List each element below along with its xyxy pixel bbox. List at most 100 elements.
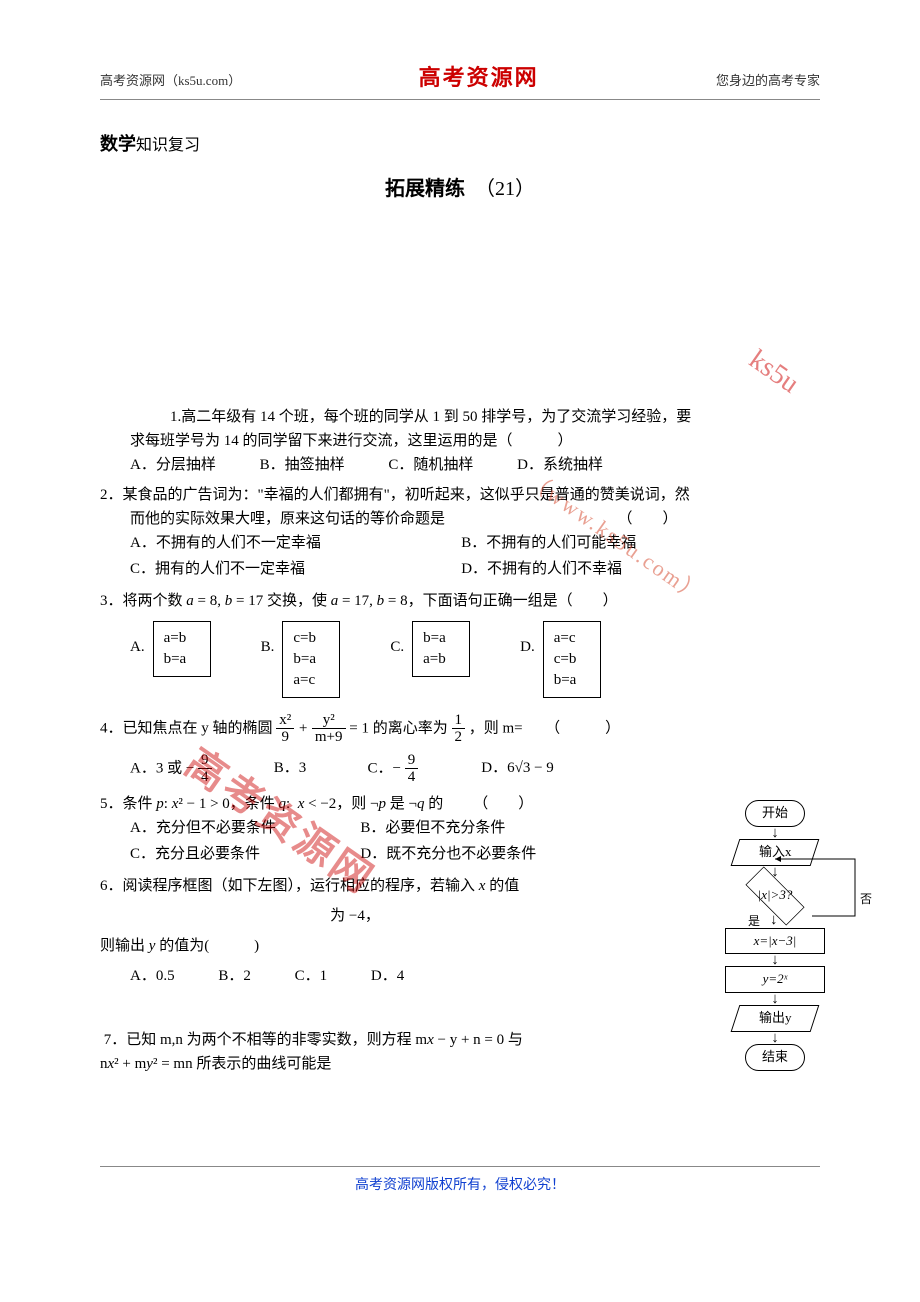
- codeline: a=c: [554, 628, 590, 649]
- fc-start: 开始: [745, 800, 805, 827]
- question-3: 3．将两个数 a = 8, b = 17 交换，使 a = 17, b = 8，…: [100, 589, 820, 698]
- codeline: b=a: [164, 649, 200, 670]
- q3-text: 3．将两个数 a = 8, b = 17 交换，使 a = 17, b = 8，…: [100, 589, 820, 613]
- title-bold: 拓展精练: [385, 178, 465, 200]
- q3-opt-b: B. c=bb=aa=c: [261, 621, 341, 698]
- q5-opt-b: B．必要但不充分条件: [360, 816, 590, 840]
- fc-decision: |x|>3?: [735, 878, 815, 914]
- q2-line2: 而他的实际效果大哩，原来这句话的等价命题是 （ ）: [100, 507, 820, 531]
- fc-input: 输入x: [731, 839, 820, 866]
- fc-proc1: x=|x−3|: [725, 928, 825, 955]
- q6-opt-a: A．0.5: [130, 964, 175, 988]
- title-number: （21）: [475, 178, 535, 200]
- question-4: 4．已知焦点在 y 轴的椭圆 x²9 + y²m+9 = 1 的离心率为 12 …: [100, 712, 820, 786]
- flowchart: 开始 ↓ 输入x ↓ |x|>3? 是 否 ↓ x=|x−3| ↓ y=2ˣ ↓…: [690, 800, 860, 1071]
- q4-frac2: y²m+9: [312, 712, 346, 746]
- q1-opt-b: B．抽签抽样: [260, 453, 345, 477]
- q4-opt-a: A．3 或 − 94: [130, 752, 270, 786]
- page-footer: 高考资源网版权所有，侵权必究！: [100, 1166, 820, 1197]
- codeline: c=b: [554, 649, 590, 670]
- q3-d-codebox: a=cc=bb=a: [543, 621, 601, 698]
- codeline: a=b: [423, 649, 459, 670]
- q4-post: ，则 m= （ ）: [469, 720, 620, 736]
- subject-bold: 数学: [100, 134, 136, 154]
- page-header: 高考资源网（ks5u.com） 高考资源网 您身边的高考专家: [100, 60, 820, 100]
- question-5: 5．条件 p: x² − 1 > 0，条件 q: x < −2，则 ¬p 是 ¬…: [100, 792, 610, 868]
- q1-opt-c: C．随机抽样: [388, 453, 473, 477]
- q4-opt-d: D．6√3 − 9: [481, 756, 554, 780]
- fc-output: 输出y: [731, 1005, 820, 1032]
- q6-opt-c: C．1: [295, 964, 328, 988]
- watermark-logo-top: ks5u: [739, 339, 808, 406]
- arrow-icon: ↓: [690, 827, 860, 839]
- q3-b-label: B.: [261, 621, 275, 659]
- q3-c-label: C.: [390, 621, 404, 659]
- codeline: b=a: [554, 670, 590, 691]
- codeline: a=c: [293, 670, 329, 691]
- q5-opt-a: A．充分但不必要条件: [130, 816, 360, 840]
- arrow-icon: ↓: [770, 914, 778, 926]
- q6-options: A．0.5 B．2 C．1 D．4: [100, 964, 610, 988]
- q3-d-label: D.: [520, 621, 535, 659]
- q1-line2: 求每班学号为 14 的同学留下来进行交流，这里运用的是（ ）: [100, 429, 820, 453]
- q4-opt-c: C．− 94: [368, 752, 478, 786]
- q1-line1: 1.高二年级有 14 个班，每个班的同学从 1 到 50 排学号，为了交流学习经…: [100, 405, 820, 429]
- q6-line2: 为 −4，: [100, 904, 610, 928]
- footer-text: 高考资源网版权所有，侵权必究！: [355, 1178, 565, 1193]
- q3-c-codebox: b=aa=b: [412, 621, 470, 677]
- q2-opt-a: A．不拥有的人们不一定幸福: [130, 531, 461, 555]
- q4-opt-b: B．3: [274, 756, 364, 780]
- q6-line3: 则输出 y 的值为( ): [100, 934, 610, 958]
- fc-decision-text: |x|>3?: [735, 878, 815, 914]
- fc-yes-label: 是: [748, 912, 760, 931]
- question-6: 6．阅读程序框图（如下左图），运行相应的程序，若输入 x 的值 为 −4， 则输…: [100, 874, 610, 988]
- subject-rest: 知识复习: [136, 137, 200, 154]
- codeline: b=a: [423, 628, 459, 649]
- codeline: b=a: [293, 649, 329, 670]
- q4-options: A．3 或 − 94 B．3 C．− 94 D．6√3 − 9: [100, 752, 820, 786]
- codeline: a=b: [164, 628, 200, 649]
- fc-no-label: 否: [860, 890, 872, 909]
- q4-pre: 4．已知焦点在 y 轴的椭圆: [100, 720, 273, 736]
- question-2: 2．某食品的广告词为："幸福的人们都拥有"，初听起来，这似乎只是普通的赞美说词，…: [100, 483, 820, 583]
- q5-options: A．充分但不必要条件 B．必要但不充分条件 C．充分且必要条件 D．既不充分也不…: [100, 816, 610, 868]
- q1-options: A．分层抽样 B．抽签抽样 C．随机抽样 D．系统抽样: [100, 453, 820, 477]
- q3-opt-a: A. a=bb=a: [130, 621, 211, 698]
- header-center-brand: 高考资源网: [419, 60, 539, 95]
- page-content: 高考资源网（ks5u.com） 高考资源网 您身边的高考专家 数学知识复习 拓展…: [0, 0, 920, 1237]
- q6-line1: 6．阅读程序框图（如下左图），运行相应的程序，若输入 x 的值: [100, 874, 610, 898]
- q4-half: 12: [452, 712, 466, 746]
- question-1: 1.高二年级有 14 个班，每个班的同学从 1 到 50 排学号，为了交流学习经…: [100, 405, 820, 477]
- q4-frac1: x²9: [276, 712, 294, 746]
- q5-opt-c: C．充分且必要条件: [130, 842, 360, 866]
- q6-opt-b: B．2: [218, 964, 251, 988]
- q1-opt-d: D．系统抽样: [517, 453, 603, 477]
- q3-opt-c: C. b=aa=b: [390, 621, 470, 698]
- arrow-icon: ↓: [690, 1032, 860, 1044]
- q2-opt-d: D．不拥有的人们不幸福: [461, 557, 792, 581]
- q5-opt-d: D．既不充分也不必要条件: [360, 842, 590, 866]
- codeline: c=b: [293, 628, 329, 649]
- arrow-icon: ↓: [690, 866, 860, 878]
- q3-a-codebox: a=bb=a: [153, 621, 211, 677]
- subject-line: 数学知识复习: [100, 130, 820, 159]
- worksheet-title: 拓展精练 （21）: [100, 173, 820, 205]
- q3-opt-d: D. a=cc=bb=a: [520, 621, 601, 698]
- fc-proc2: y=2ˣ: [725, 966, 825, 993]
- q5-text: 5．条件 p: x² − 1 > 0，条件 q: x < −2，则 ¬p 是 ¬…: [100, 792, 610, 816]
- q2-line1: 2．某食品的广告词为："幸福的人们都拥有"，初听起来，这似乎只是普通的赞美说词，…: [100, 483, 820, 507]
- header-left: 高考资源网（ks5u.com）: [100, 71, 241, 92]
- q2-options: A．不拥有的人们不一定幸福 B．不拥有的人们可能幸福 C．拥有的人们不一定幸福 …: [100, 531, 820, 583]
- q2-opt-c: C．拥有的人们不一定幸福: [130, 557, 461, 581]
- header-right: 您身边的高考专家: [716, 71, 820, 92]
- fc-end: 结束: [745, 1044, 805, 1071]
- arrow-icon: ↓: [690, 954, 860, 966]
- q3-b-codebox: c=bb=aa=c: [282, 621, 340, 698]
- q2-opt-b: B．不拥有的人们可能幸福: [461, 531, 792, 555]
- arrow-icon: ↓: [690, 993, 860, 1005]
- q4-mid: = 1 的离心率为: [349, 720, 451, 736]
- q1-opt-a: A．分层抽样: [130, 453, 216, 477]
- q3-a-label: A.: [130, 621, 145, 659]
- q3-options: A. a=bb=a B. c=bb=aa=c C. b=aa=b D. a=cc…: [100, 621, 820, 698]
- q6-opt-d: D．4: [371, 964, 404, 988]
